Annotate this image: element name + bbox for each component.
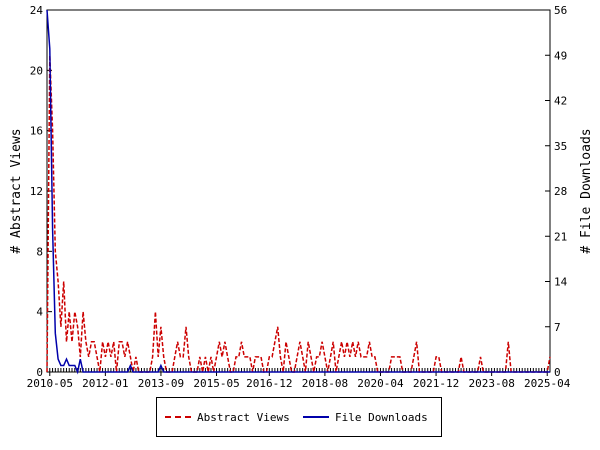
y-left-tick-label: 16 xyxy=(30,125,43,138)
y-axis-left: 0 4 8 12 16 20 24 xyxy=(30,4,52,379)
y-left-tick-label: 12 xyxy=(30,185,43,198)
y-right-tick-label: 42 xyxy=(554,95,567,108)
legend: Abstract Views File Downloads xyxy=(156,397,442,437)
legend-item-abstract-views: Abstract Views xyxy=(165,410,290,424)
y-right-tick-label: 0 xyxy=(554,366,561,379)
x-tick-label: 2020-04 xyxy=(357,377,404,390)
x-tick-label: 2015-05 xyxy=(193,377,239,390)
y-right-tick-label: 14 xyxy=(554,276,568,289)
plot-area xyxy=(46,9,551,373)
x-tick-label: 2025-04 xyxy=(524,377,571,390)
y-axis-right: 0 7 14 21 28 35 42 49 56 xyxy=(545,4,568,379)
x-tick-label: 2012-01 xyxy=(82,377,128,390)
x-tick-label: 2010-05 xyxy=(27,377,73,390)
y-right-tick-label: 49 xyxy=(554,49,567,62)
y-right-tick-label: 7 xyxy=(554,321,561,334)
x-tick-label: 2021-12 xyxy=(413,377,459,390)
y-left-tick-label: 4 xyxy=(36,306,43,319)
x-tick-label: 2016-12 xyxy=(246,377,292,390)
file-downloads-swatch-icon xyxy=(303,416,329,418)
y-left-tick-label: 20 xyxy=(30,64,43,77)
y-right-tick-label: 56 xyxy=(554,4,567,17)
y-axis-left-title: # Abstract Views xyxy=(9,128,24,253)
x-tick-label: 2018-08 xyxy=(302,377,348,390)
y-left-tick-label: 24 xyxy=(30,4,44,17)
x-tick-label: 2023-08 xyxy=(468,377,514,390)
legend-label-file-downloads: File Downloads xyxy=(335,410,428,424)
y-right-tick-label: 35 xyxy=(554,140,567,153)
series-layer xyxy=(46,9,551,375)
y-right-tick-label: 21 xyxy=(554,230,567,243)
abstract-views-swatch-icon xyxy=(165,416,191,418)
x-axis: 2010-05 2012-01 2013-09 2015-05 2016-12 2018-… xyxy=(27,368,571,390)
series-line-file-downloads xyxy=(46,9,550,375)
y-axis-right-title: # File Downloads xyxy=(579,128,594,253)
y-left-tick-label: 0 xyxy=(36,366,43,379)
series-line-abstract-views xyxy=(46,55,551,373)
legend-label-abstract-views: Abstract Views xyxy=(197,410,290,424)
x-tick-label: 2013-09 xyxy=(138,377,184,390)
y-left-tick-label: 8 xyxy=(36,245,43,258)
legend-item-file-downloads: File Downloads xyxy=(303,410,428,424)
y-right-tick-label: 28 xyxy=(554,185,567,198)
